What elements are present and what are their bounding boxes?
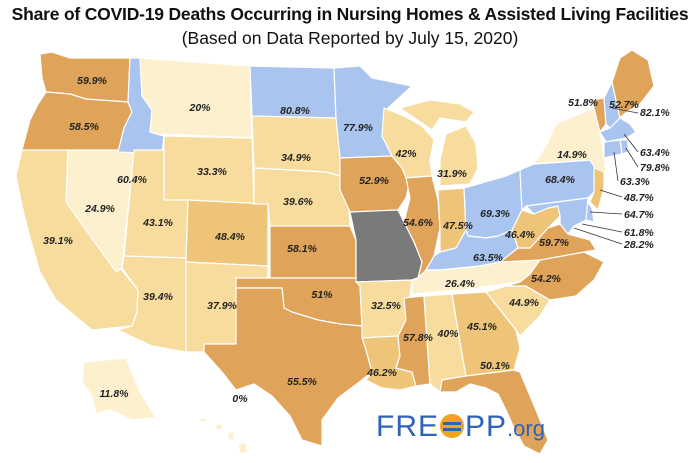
state-label-or: 58.5% [69,121,99,133]
state-mi [399,99,479,187]
state-label-nj: 48.7% [623,192,654,204]
state-label-ga: 45.1% [466,321,497,333]
state-label-de: 64.7% [624,209,654,221]
state-label-va: 59.7% [539,237,569,249]
leader-line-dc [573,227,623,245]
state-label-mt: 20% [188,102,211,114]
state-label-la: 46.2% [366,367,397,379]
state-tx [203,287,373,447]
state-label-in: 47.5% [442,220,473,232]
state-label-id: 60.4% [117,174,147,186]
state-label-al: 40% [436,328,459,340]
state-label-wa: 59.9% [77,75,107,87]
map-title: Share of COVID-19 Deaths Occurring in Nu… [11,4,689,24]
leader-line-ct [613,151,619,182]
state-mt [139,57,253,139]
state-label-il: 54.6% [403,217,433,229]
state-label-oh: 69.3% [480,208,510,220]
state-label-nd: 80.8% [280,105,310,117]
state-label-ne: 39.6% [283,196,313,208]
state-md [525,197,589,235]
state-label-ma: 63.4% [640,147,670,159]
leader-line-md [581,223,623,233]
state-label-sc: 44.9% [508,297,539,309]
state-hi [199,417,249,455]
state-label-mn: 77.9% [343,122,373,134]
state-label-sd: 34.9% [281,152,311,164]
state-label-me: 52.7% [609,99,639,111]
state-label-dc: 28.2% [623,239,654,251]
logo-text-left: FRE [376,410,439,443]
state-label-ca: 39.1% [43,235,73,247]
leader-line-de [589,211,623,215]
state-label-ak: 11.8% [100,388,130,400]
state-label-md: 61.8% [624,227,654,239]
freopp-logo: FRE PP.org [376,410,545,444]
leader-line-nh [611,107,639,114]
state-label-az: 39.4% [143,291,173,303]
state-label-pa: 68.4% [545,174,575,186]
state-nj [589,167,605,211]
state-label-nv: 24.9% [84,203,115,215]
logo-text-right: PP [465,410,508,443]
state-ny [533,107,607,177]
state-label-ks: 58.1% [287,243,317,255]
state-label-fl: 50.1% [480,360,510,372]
state-label-ky: 63.5% [473,252,503,264]
state-label-ut: 43.1% [142,217,173,229]
map-subtitle: (Based on Data Reported by July 15, 2020… [181,28,519,48]
state-sd [251,115,341,177]
logo-suffix: .org [507,416,545,441]
state-label-nh: 82.1% [640,107,670,119]
state-ct [603,139,623,159]
state-label-co: 48.4% [214,231,245,243]
leader-line-nj [599,189,623,198]
state-label-wy: 33.3% [197,166,227,178]
state-me [611,49,655,119]
state-label-ri: 79.8% [640,162,670,174]
leader-line-ma [623,133,639,153]
state-label-hi: 0% [232,393,248,405]
state-label-tn: 26.4% [444,278,475,290]
state-label-nm: 37.9% [207,300,237,312]
state-fl [439,369,549,455]
state-ak [81,357,157,421]
state-label-ny: 14.9% [557,149,587,161]
logo-mark-icon [440,414,464,438]
state-label-ct: 63.3% [620,176,650,188]
state-label-mi: 31.9% [437,168,467,180]
state-label-tx: 55.5% [287,376,317,388]
state-nc [505,251,605,301]
state-label-wv: 46.4% [504,229,535,241]
leader-line-ri [625,147,639,168]
state-label-ms: 57.8% [403,332,433,344]
state-label-nc: 54.2% [531,273,561,285]
state-label-ia: 52.9% [359,175,389,187]
state-label-ar: 32.5% [371,300,401,312]
state-label-vt: 51.8% [568,97,598,109]
state-label-ok: 51% [311,289,333,301]
state-label-wi: 42% [394,148,417,160]
